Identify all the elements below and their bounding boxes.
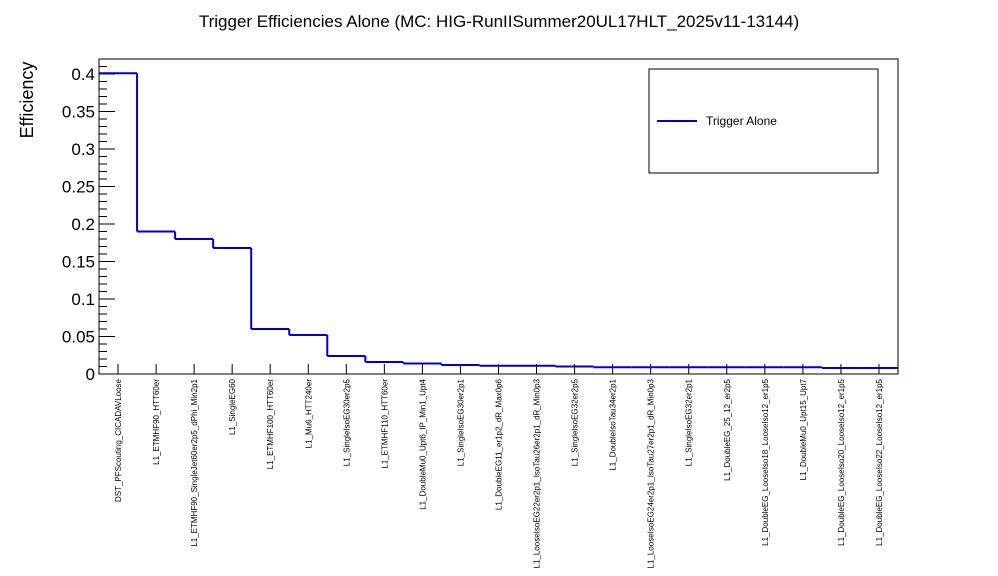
x-axis: DST_PFScouting_CICADAVLoose L1_ETMHF90_HT…: [114, 364, 884, 568]
x-tick-label: L1_DoubleEG_LooseIso18_LooseIso12_er1p5: [761, 378, 770, 545]
y-axis-label: Efficiency: [17, 62, 37, 139]
x-tick-label: L1_DoubleMu0_Upt6_IP_Min1_Upt4: [418, 378, 427, 509]
x-tick-label: L1_DoubleEG11_er1p2_dR_Max0p6: [495, 378, 504, 510]
x-tick-label: L1_DoubleEG_25_12_er2p5: [723, 378, 732, 480]
y-tick-label: 0.15: [62, 253, 95, 272]
y-tick-label: 0.3: [71, 140, 95, 159]
y-tick-label: 0: [86, 365, 95, 384]
x-tick-label: L1_ETMHF90_SingleJet60er2p5_dPhi_Min2p1: [190, 378, 199, 546]
x-tick-label: L1_ETMHF90_HTT60er: [152, 379, 161, 465]
y-tick-label: 0.05: [62, 328, 95, 347]
chart-title: Trigger Efficiencies Alone (MC: HIG-RunI…: [199, 12, 799, 31]
x-tick-label: L1_DoubleEG_LooseIso22_LooseIso12_er1p5: [875, 378, 884, 545]
x-tick-label: L1_SingleIsoEG32er2p5: [571, 378, 580, 466]
x-tick-label: L1_LooseIsoEG24er2p1_IsoTau27er2p1_dR_Mi…: [647, 378, 656, 568]
x-tick-label: L1_ETMHF110_HTT60er: [380, 379, 389, 469]
x-tick-label: L1_LooseIsoEG22er2p1_IsoTau26er2p1_dR_Mi…: [533, 378, 542, 568]
series-trigger-alone: [99, 72, 898, 369]
y-tick-label: 0.2: [71, 215, 95, 234]
x-tick-label: DST_PFScouting_CICADAVLoose: [114, 378, 123, 502]
x-tick-label: L1_DoubleMu0_Upt15_Upt7: [799, 378, 808, 480]
x-tick-label: L1_DoubleEG_LooseIso20_LooseIso12_er1p5: [837, 378, 846, 545]
legend-label: Trigger Alone: [706, 114, 777, 128]
x-tick-label: L1_ETMHF100_HTT60er: [266, 379, 275, 470]
x-tick-label: L1_DoubleIsoTau34er2p1: [609, 378, 618, 470]
y-tick-label: 0.4: [71, 65, 95, 84]
y-tick-label: 0.35: [62, 103, 95, 122]
x-tick-label: L1_Mu6_HTT240er: [304, 379, 313, 449]
y-axis: 0 0.05 0.1 0.15 0.2 0.25 0.3 0.35 0.4: [62, 58, 115, 384]
y-tick-label: 0.25: [62, 178, 95, 197]
legend-box: [648, 68, 879, 174]
legend: Trigger Alone: [648, 68, 879, 174]
y-tick-label: 0.1: [71, 290, 95, 309]
x-tick-label: L1_SingleIsoEG30er2p1: [456, 378, 465, 466]
x-tick-label: L1_SingleIsoEG32er2p1: [685, 378, 694, 466]
x-tick-label: L1_SingleEG60: [228, 378, 237, 435]
x-tick-label: L1_SingleIsoEG30er2p5: [342, 378, 351, 466]
